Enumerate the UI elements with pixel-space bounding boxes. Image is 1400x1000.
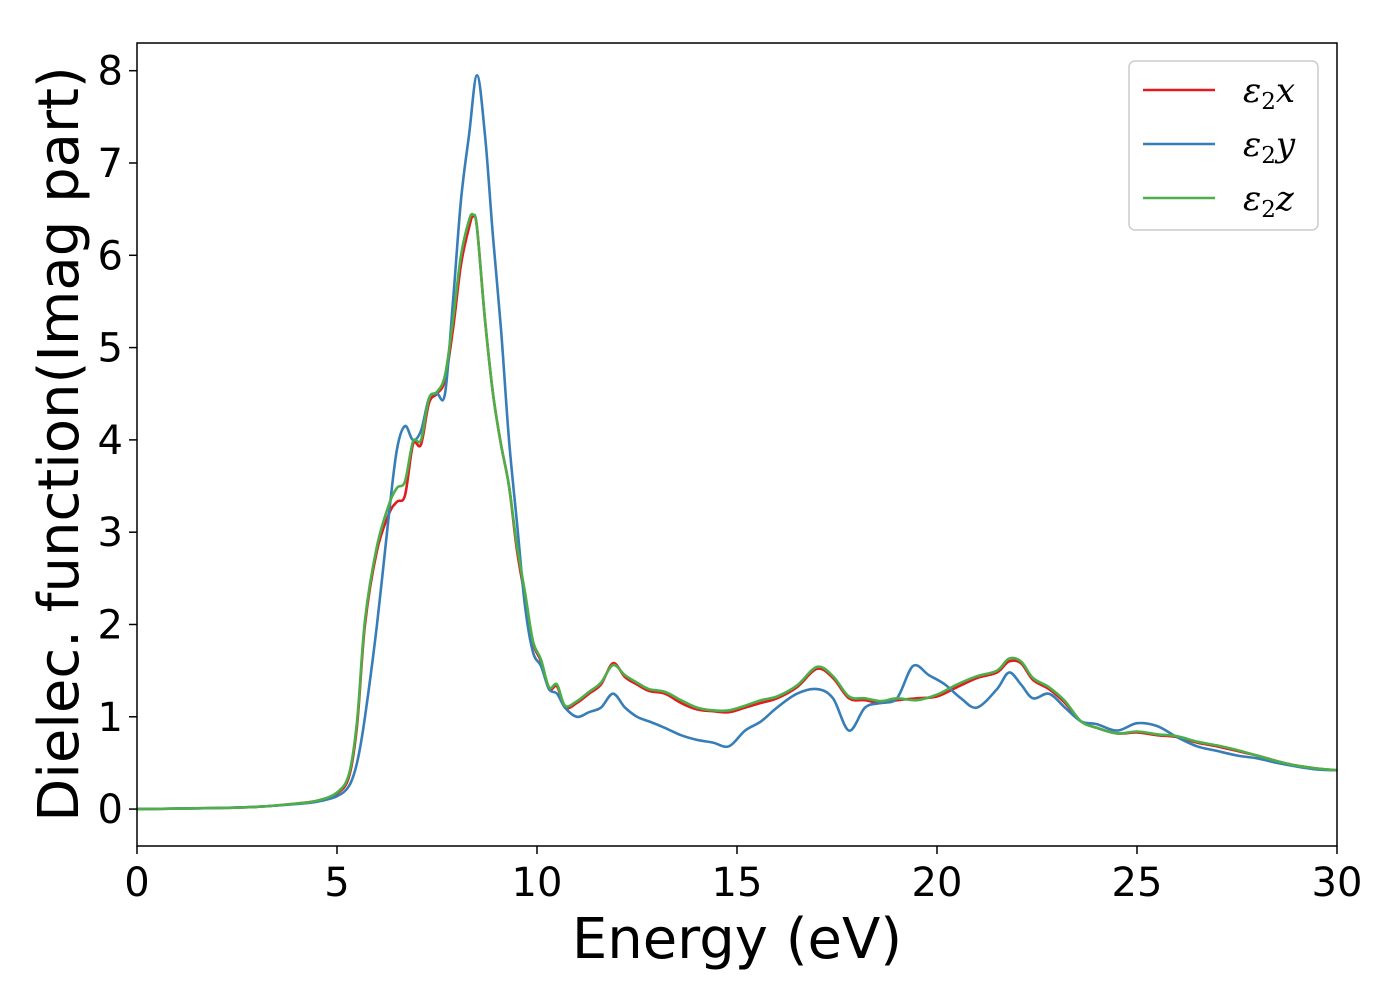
x-tick-label: 25 [1112,860,1163,906]
y-tick-label: 1 [98,695,123,741]
legend: ε2x ε2y ε2z [1128,60,1319,231]
x-tick-label: 10 [512,860,563,906]
y-axis-ticks: 0 1 2 3 4 5 6 7 8 [98,49,137,833]
y-tick-label: 2 [98,602,123,648]
x-tick-label: 0 [124,860,149,906]
y-tick-label: 7 [98,141,123,187]
x-tick-label: 20 [912,860,963,906]
legend-label: ε2y [1243,125,1296,169]
x-tick-label: 15 [712,860,763,906]
y-tick-label: 4 [98,418,123,464]
x-axis-ticks: 0 5 10 15 20 25 30 [124,846,1362,906]
series-line-3 [136,212,1338,811]
legend-box [1128,60,1319,231]
y-tick-label: 8 [98,49,123,95]
x-tick-label: 5 [324,860,349,906]
legend-label: ε2z [1243,179,1295,223]
y-tick-label: 5 [98,326,123,372]
series-line-1 [136,214,1338,811]
y-tick-label: 0 [98,787,123,833]
y-tick-label: 6 [98,233,123,279]
x-tick-label: 30 [1312,860,1363,906]
x-axis-title: Energy (eV) [572,907,902,972]
y-axis-title: Dielec. function(Imag part) [27,66,92,822]
series-layer [136,74,1338,811]
y-tick-label: 3 [98,510,123,556]
series-line-2 [136,74,1338,811]
legend-label: ε2x [1243,71,1295,115]
